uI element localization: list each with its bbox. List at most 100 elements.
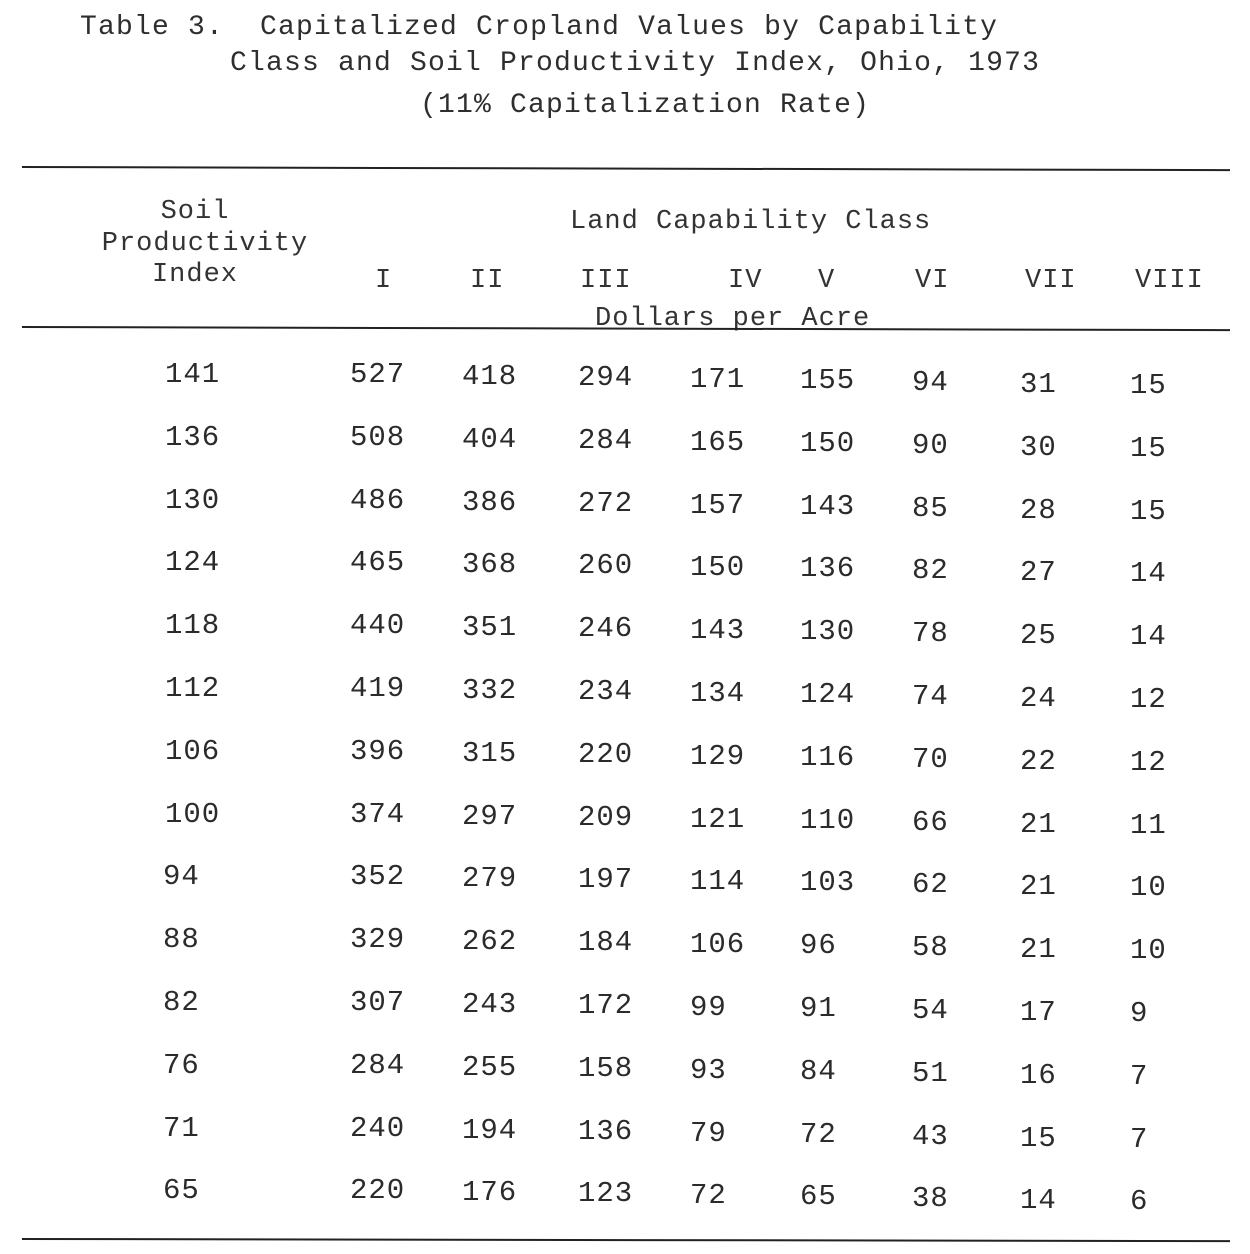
stub-header-line-2: Productivity <box>101 229 309 259</box>
productivity-index-cell: 82 <box>163 986 200 1019</box>
value-cell-class-viii: 9 <box>1130 997 1149 1030</box>
value-cell-class-viii: 7 <box>1130 1123 1149 1156</box>
value-cell-class-viii: 14 <box>1130 620 1167 653</box>
value-cell-class-ii: 262 <box>462 925 518 958</box>
value-cell-class-ii: 255 <box>462 1051 518 1084</box>
value-cell-class-vi: 82 <box>912 554 949 587</box>
value-cell-class-vii: 30 <box>1020 431 1057 464</box>
value-cell-class-ii: 194 <box>462 1114 518 1147</box>
value-cell-class-vii: 14 <box>1020 1184 1057 1217</box>
productivity-index-cell: 65 <box>163 1174 200 1207</box>
value-cell-class-iv: 143 <box>690 614 746 647</box>
value-cell-class-iii: 209 <box>578 801 634 834</box>
value-cell-class-iii: 294 <box>578 361 634 394</box>
value-cell-class-iv: 157 <box>690 489 746 522</box>
value-cell-class-v: 124 <box>800 678 856 711</box>
value-cell-class-vii: 15 <box>1020 1122 1057 1155</box>
value-cell-class-ii: 332 <box>462 674 518 707</box>
value-cell-class-iv: 121 <box>690 803 746 836</box>
value-cell-class-vii: 22 <box>1020 745 1057 778</box>
value-cell-class-viii: 10 <box>1130 934 1167 967</box>
value-cell-class-vii: 21 <box>1020 870 1057 903</box>
value-cell-class-i: 465 <box>350 546 406 579</box>
value-cell-class-i: 220 <box>350 1174 406 1207</box>
value-cell-class-v: 136 <box>800 552 856 585</box>
value-cell-class-vi: 58 <box>912 931 949 964</box>
value-cell-class-iii: 220 <box>578 738 634 771</box>
value-cell-class-iv: 72 <box>690 1179 727 1212</box>
value-cell-class-vi: 94 <box>912 366 949 399</box>
value-cell-class-vi: 54 <box>912 994 949 1027</box>
value-cell-class-i: 396 <box>350 735 406 768</box>
units-label: Dollars per Acre <box>595 304 871 334</box>
value-cell-class-vi: 51 <box>912 1057 949 1090</box>
productivity-index-cell: 112 <box>165 672 221 705</box>
productivity-index-cell: 130 <box>165 484 221 517</box>
value-cell-class-viii: 7 <box>1130 1060 1149 1093</box>
value-cell-class-iii: 234 <box>578 675 634 708</box>
value-cell-class-vi: 43 <box>912 1120 949 1153</box>
value-cell-class-v: 103 <box>800 866 856 899</box>
value-cell-class-iv: 106 <box>690 928 746 961</box>
class-header-vi: VI <box>915 266 950 296</box>
value-cell-class-viii: 12 <box>1130 683 1167 716</box>
value-cell-class-iii: 172 <box>578 989 634 1022</box>
value-cell-class-ii: 351 <box>462 611 518 644</box>
value-cell-class-iv: 129 <box>690 740 746 773</box>
value-cell-class-i: 419 <box>350 672 406 705</box>
productivity-index-cell: 88 <box>163 923 200 956</box>
value-cell-class-iv: 93 <box>690 1054 727 1087</box>
value-cell-class-vi: 66 <box>912 806 949 839</box>
value-cell-class-ii: 297 <box>462 800 518 833</box>
value-cell-class-i: 527 <box>350 358 406 391</box>
table-title-line-3: (11% Capitalization Rate) <box>420 90 871 121</box>
value-cell-class-i: 329 <box>350 923 406 956</box>
value-cell-class-vii: 25 <box>1020 619 1057 652</box>
value-cell-class-vii: 24 <box>1020 682 1057 715</box>
value-cell-class-i: 240 <box>350 1112 406 1145</box>
value-cell-class-viii: 14 <box>1130 557 1167 590</box>
value-cell-class-iv: 171 <box>690 363 746 396</box>
value-cell-class-iv: 99 <box>690 991 727 1024</box>
productivity-index-cell: 141 <box>165 358 221 391</box>
value-cell-class-v: 150 <box>800 427 856 460</box>
value-cell-class-v: 130 <box>800 615 856 648</box>
value-cell-class-vi: 90 <box>912 429 949 462</box>
table-title-line-2: Class and Soil Productivity Index, Ohio,… <box>230 48 1041 79</box>
value-cell-class-i: 352 <box>350 860 406 893</box>
value-cell-class-iii: 246 <box>578 612 634 645</box>
value-cell-class-vii: 27 <box>1020 556 1057 589</box>
value-cell-class-iii: 260 <box>578 549 634 582</box>
value-cell-class-vi: 62 <box>912 868 949 901</box>
value-cell-class-i: 486 <box>350 484 406 517</box>
value-cell-class-viii: 12 <box>1130 746 1167 779</box>
class-header-viii: VIII <box>1135 266 1204 296</box>
value-cell-class-v: 143 <box>800 490 856 523</box>
productivity-index-cell: 76 <box>163 1049 200 1082</box>
value-cell-class-v: 72 <box>800 1118 837 1151</box>
value-cell-class-viii: 6 <box>1130 1185 1149 1218</box>
value-cell-class-iv: 134 <box>690 677 746 710</box>
top-rule <box>21 166 1230 172</box>
value-cell-class-vii: 21 <box>1020 808 1057 841</box>
value-cell-class-i: 508 <box>350 421 406 454</box>
productivity-index-cell: 94 <box>163 860 200 893</box>
class-header-iv: IV <box>728 266 763 296</box>
column-group-header: Land Capability Class <box>570 207 932 237</box>
value-cell-class-vii: 31 <box>1020 368 1057 401</box>
value-cell-class-viii: 15 <box>1130 369 1167 402</box>
value-cell-class-viii: 15 <box>1130 495 1167 528</box>
value-cell-class-viii: 10 <box>1130 871 1167 904</box>
class-header-v: V <box>818 266 836 296</box>
value-cell-class-iii: 272 <box>578 487 634 520</box>
bottom-rule <box>21 1238 1230 1243</box>
value-cell-class-ii: 279 <box>462 862 518 895</box>
value-cell-class-iv: 114 <box>690 865 746 898</box>
value-cell-class-vii: 21 <box>1020 933 1057 966</box>
productivity-index-cell: 71 <box>163 1112 200 1145</box>
value-cell-class-v: 110 <box>800 804 856 837</box>
value-cell-class-ii: 386 <box>462 486 518 519</box>
value-cell-class-v: 84 <box>800 1055 837 1088</box>
value-cell-class-iii: 123 <box>578 1177 634 1210</box>
